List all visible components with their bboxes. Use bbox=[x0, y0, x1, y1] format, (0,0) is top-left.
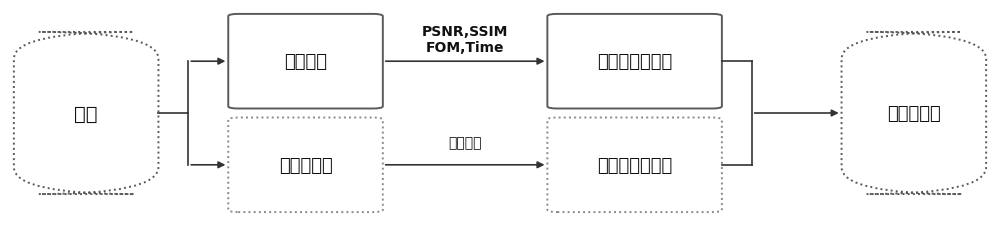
Text: 实验结果及分析: 实验结果及分析 bbox=[597, 156, 672, 174]
FancyBboxPatch shape bbox=[547, 118, 722, 212]
Text: 实验: 实验 bbox=[74, 104, 98, 123]
Text: PSNR,SSIM
FOM,Time: PSNR,SSIM FOM,Time bbox=[422, 25, 508, 54]
FancyBboxPatch shape bbox=[228, 118, 383, 212]
Text: 肝图像实验: 肝图像实验 bbox=[279, 156, 332, 174]
FancyBboxPatch shape bbox=[228, 15, 383, 109]
FancyBboxPatch shape bbox=[547, 15, 722, 109]
Text: 结论和总结: 结论和总结 bbox=[887, 105, 941, 122]
Text: 实验结果及分析: 实验结果及分析 bbox=[597, 53, 672, 71]
Text: 图像分析: 图像分析 bbox=[448, 136, 482, 150]
FancyBboxPatch shape bbox=[14, 33, 158, 194]
Text: 仿真实验: 仿真实验 bbox=[284, 53, 327, 71]
FancyBboxPatch shape bbox=[842, 33, 986, 194]
